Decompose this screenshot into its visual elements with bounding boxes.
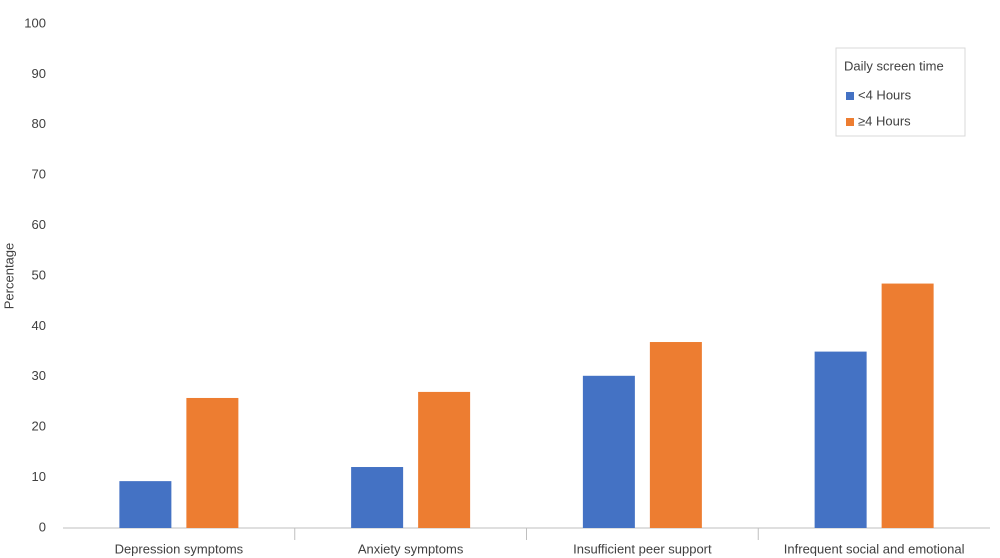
x-tick-label: Depression symptoms xyxy=(115,541,244,556)
legend-label: <4 Hours xyxy=(858,87,912,102)
bar xyxy=(418,391,471,528)
bar xyxy=(881,283,934,528)
bar xyxy=(649,342,702,528)
y-tick-label: 70 xyxy=(32,167,46,182)
x-tick-label: Anxiety symptoms xyxy=(358,541,464,556)
bar xyxy=(814,351,867,528)
x-tick-label: Insufficient peer support xyxy=(573,541,712,556)
y-tick-label: 60 xyxy=(32,217,46,232)
y-tick-label: 50 xyxy=(32,267,46,282)
bar xyxy=(119,481,172,528)
x-tick-label: Infrequent social and emotional xyxy=(784,541,965,556)
y-tick-label: 90 xyxy=(32,66,46,81)
y-axis-label: Percentage xyxy=(1,243,16,310)
y-tick-label: 30 xyxy=(32,368,46,383)
y-tick-label: 80 xyxy=(32,116,46,131)
y-tick-label: 10 xyxy=(32,469,46,484)
bar xyxy=(186,397,239,528)
legend-label: ≥4 Hours xyxy=(858,113,911,128)
legend-box xyxy=(835,47,966,137)
y-tick-label: 100 xyxy=(24,15,46,30)
legend-swatch xyxy=(846,118,854,126)
bar xyxy=(582,375,635,528)
y-tick-label: 40 xyxy=(32,318,46,333)
legend-swatch xyxy=(846,92,854,100)
y-tick-label: 20 xyxy=(32,419,46,434)
legend-title: Daily screen time xyxy=(844,58,944,73)
bar xyxy=(351,467,404,528)
y-tick-label: 0 xyxy=(39,519,46,534)
